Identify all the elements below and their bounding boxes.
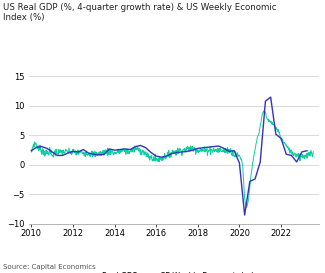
Legend: Real GDP, CE Weekly Economic Index: Real GDP, CE Weekly Economic Index bbox=[82, 269, 266, 273]
Text: US Real GDP (%, 4-quarter growth rate) & US Weekly Economic
Index (%): US Real GDP (%, 4-quarter growth rate) &… bbox=[3, 3, 277, 22]
Text: Source: Capital Economics: Source: Capital Economics bbox=[3, 264, 96, 270]
